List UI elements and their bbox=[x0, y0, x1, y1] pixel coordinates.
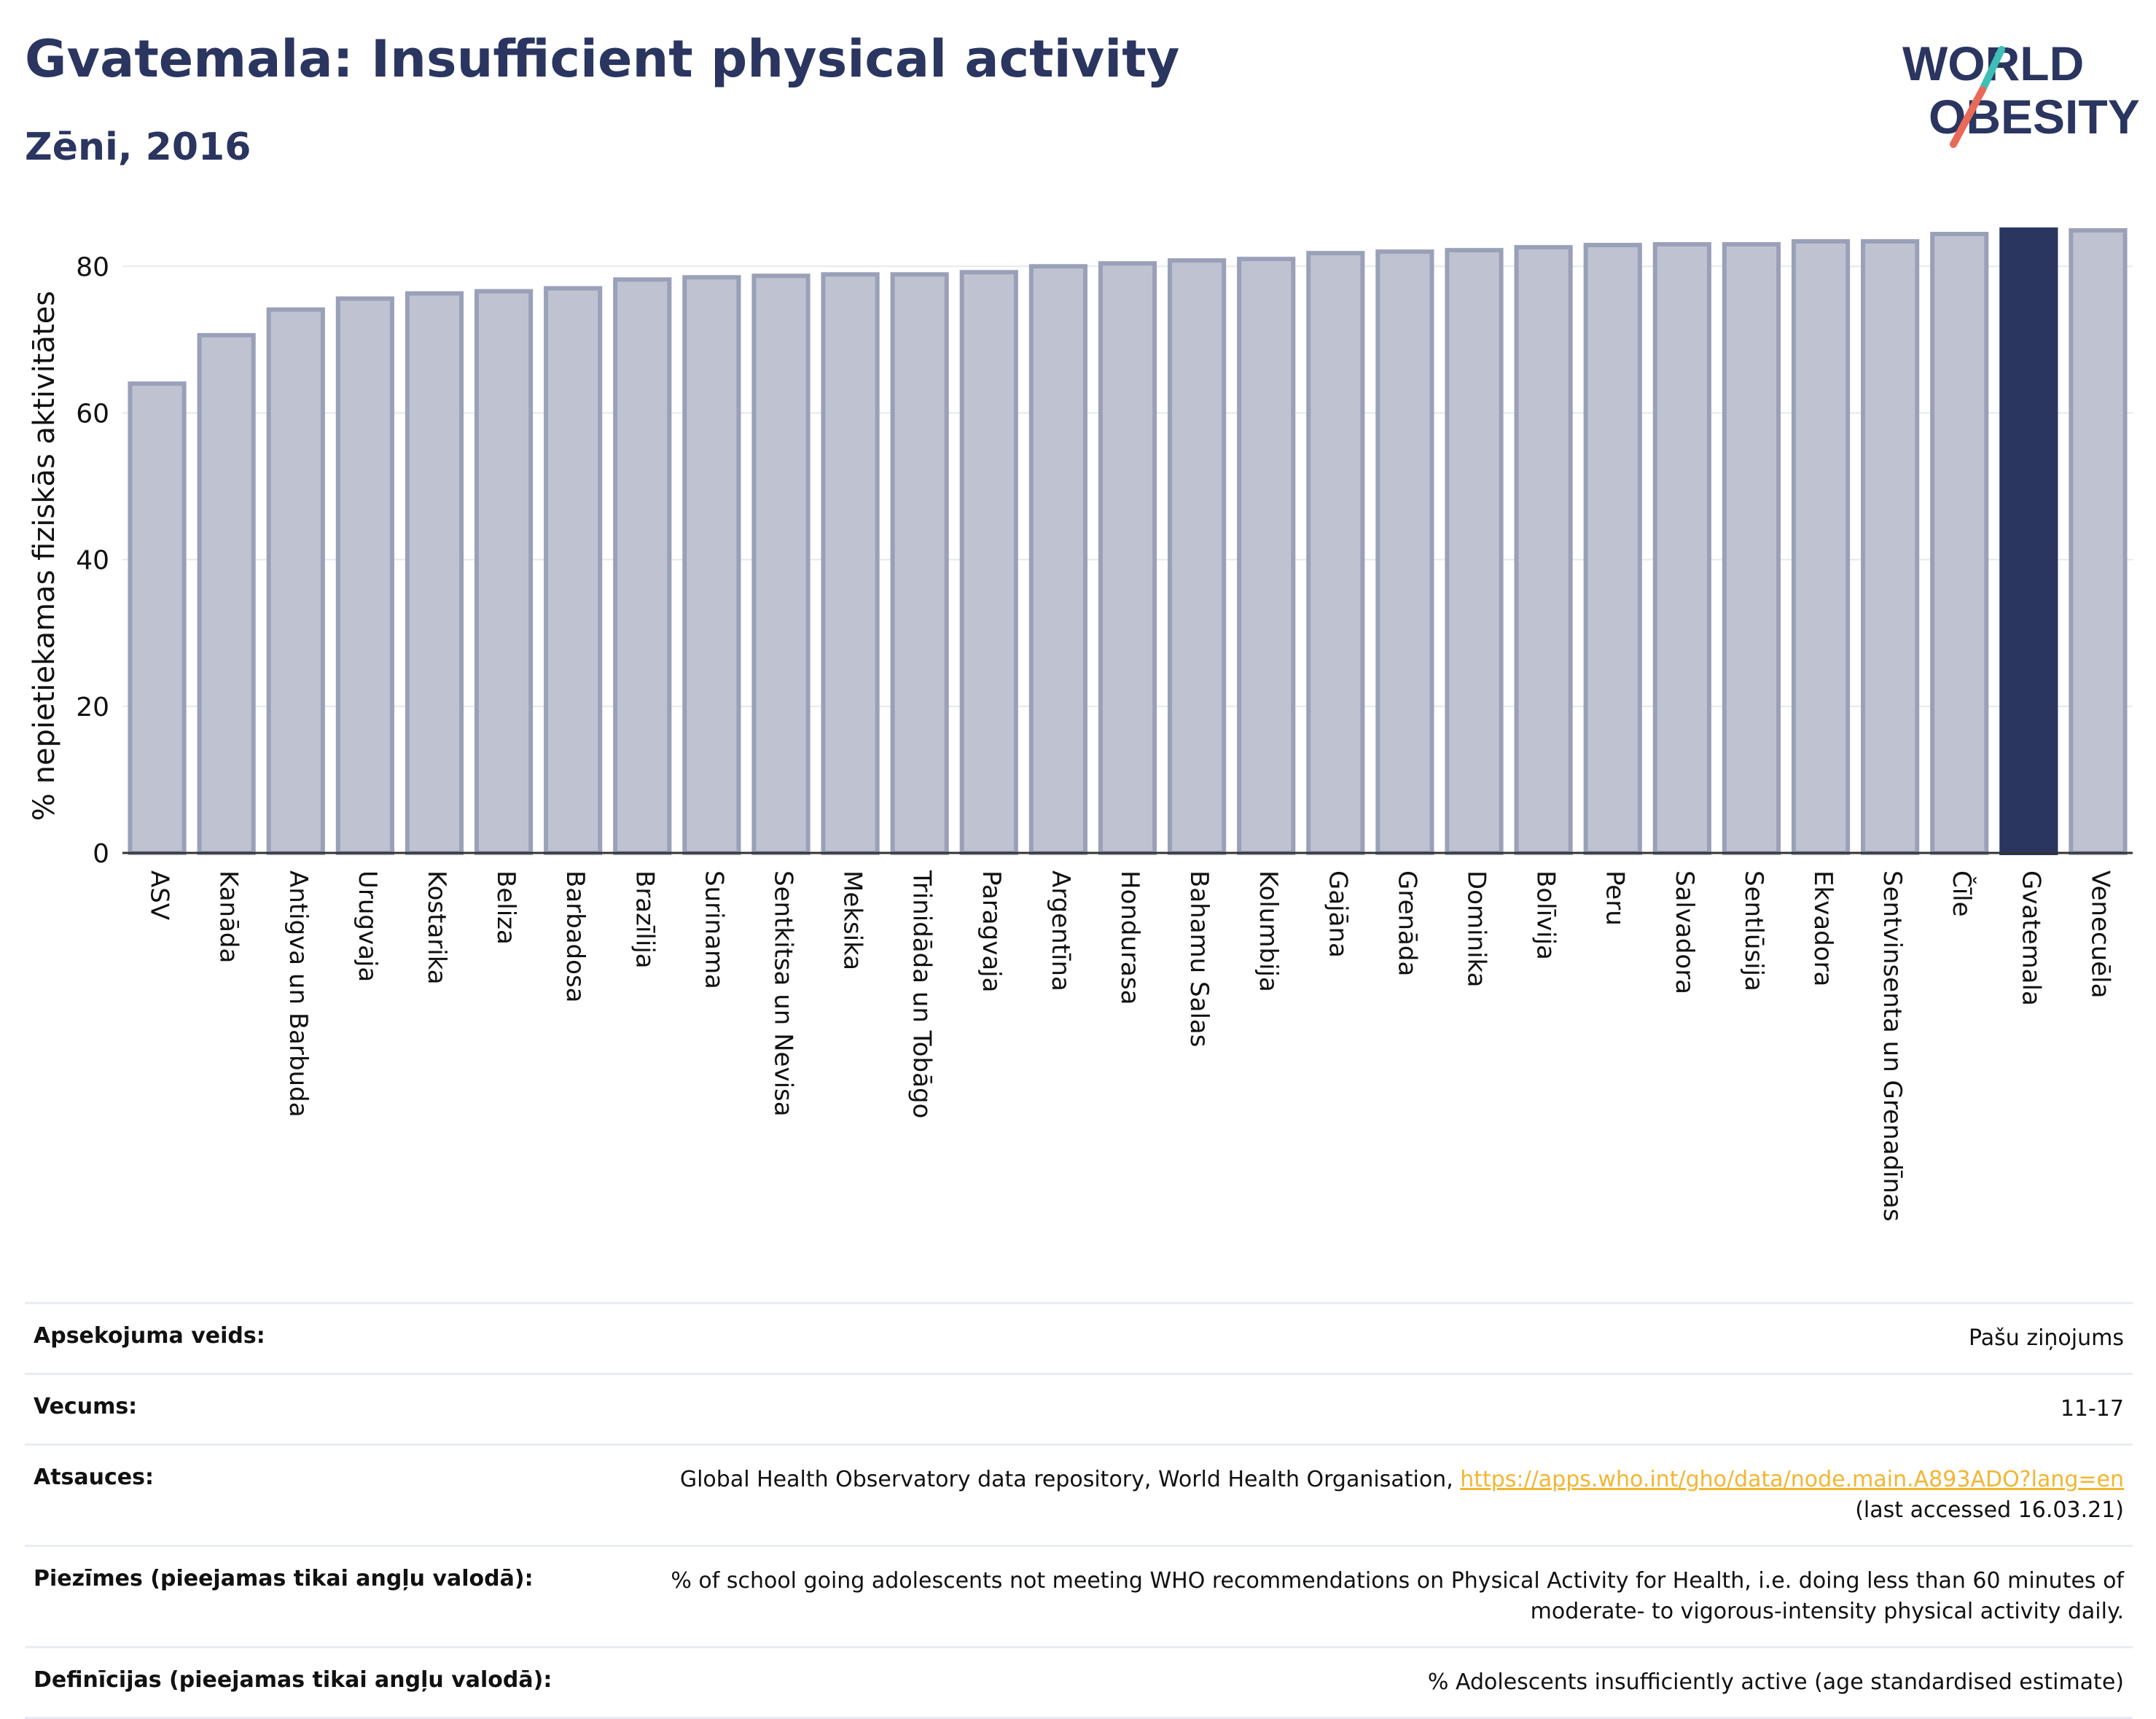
metadata-table: Apsekojuma veids: Pašu ziņojums Vecums: 11-… bbox=[25, 1302, 2133, 1719]
bar-beliza bbox=[474, 289, 534, 855]
x-tick-label: Beliza bbox=[491, 870, 520, 945]
x-tick-label: Salvadora bbox=[1670, 870, 1699, 994]
y-tick-label: 0 bbox=[93, 839, 109, 869]
bar-asv bbox=[128, 381, 187, 855]
y-tick-labels: 0 20 40 60 80 bbox=[76, 252, 109, 869]
bar-kolumbija bbox=[1237, 257, 1296, 855]
bar-barbadosa bbox=[544, 286, 603, 855]
metadata-label: Vecums: bbox=[34, 1394, 138, 1419]
x-tick-label: Grenāda bbox=[1392, 870, 1421, 976]
x-tick-label: ASV bbox=[145, 870, 174, 920]
bar-sentvinsenta-un-grenadīnas bbox=[1861, 239, 1920, 855]
x-tick-label: Kostarika bbox=[422, 870, 451, 985]
chart-subtitle: Zēni, 2016 bbox=[25, 125, 251, 169]
bar-ekvadora bbox=[1791, 239, 1851, 855]
logo-slash-red bbox=[1950, 86, 1986, 148]
source-link[interactable]: https://apps.who.int/gho/data/node.main.… bbox=[1460, 1467, 2124, 1492]
bar-paragvaja bbox=[959, 270, 1018, 855]
x-tick-label: Peru bbox=[1601, 870, 1630, 926]
bar-chart: 0 20 40 60 80 ASV Kanāda Antigva un Barbuda Uru… bbox=[28, 227, 2133, 1222]
logo-line2: OBESITY bbox=[1929, 90, 2140, 144]
chart-title: Gvatemala: Insufficient physical activit… bbox=[25, 29, 1180, 89]
bar-meksika bbox=[821, 272, 880, 855]
bar-gajāna bbox=[1306, 251, 1365, 855]
x-tick-label: Kanāda bbox=[214, 870, 243, 963]
bar-peru bbox=[1583, 243, 1642, 855]
metadata-value: Pašu ziņojums bbox=[1969, 1325, 2124, 1351]
x-tick-label: Paragvaja bbox=[977, 870, 1006, 992]
metadata-label: Apsekojuma veids: bbox=[34, 1323, 265, 1349]
x-tick-label: Ekvadora bbox=[1808, 870, 1837, 986]
metadata-row: Apsekojuma veids: Pašu ziņojums bbox=[25, 1302, 2133, 1373]
x-tick-label: Surinama bbox=[699, 870, 728, 989]
y-tick-label: 20 bbox=[76, 693, 109, 722]
bar-sentkitsa-un-nevisa bbox=[751, 273, 811, 855]
y-axis-label: % nepietiekamas fiziskās aktivitātes bbox=[28, 291, 61, 821]
bar-venecuēla bbox=[2069, 228, 2128, 856]
bar-surinama bbox=[682, 275, 741, 856]
bar-čīle bbox=[1930, 232, 1989, 856]
x-tick-label: Sentlūsija bbox=[1739, 870, 1768, 991]
bar-sentlūsija bbox=[1722, 242, 1781, 855]
metadata-value: % Adolescents insufficiently active (age… bbox=[1427, 1669, 2124, 1695]
x-tick-label: Kolumbija bbox=[1254, 870, 1283, 992]
metadata-row: Piezīmes (pieejamas tikai angļu valodā):… bbox=[25, 1545, 2133, 1646]
metadata-label: Piezīmes (pieejamas tikai angļu valodā): bbox=[34, 1566, 534, 1591]
logo-slash-teal bbox=[1979, 46, 2005, 93]
bar-kostarika bbox=[405, 291, 464, 855]
metadata-row: Definīcijas (pieejamas tikai angļu valod… bbox=[25, 1646, 2133, 1719]
bar-salvadora bbox=[1652, 242, 1711, 855]
bar-argentīna bbox=[1028, 264, 1087, 855]
x-tick-label: Čīle bbox=[1947, 870, 1977, 917]
x-tick-label: Gajāna bbox=[1323, 870, 1352, 958]
y-tick-label: 80 bbox=[76, 252, 109, 282]
y-tick-label: 60 bbox=[76, 399, 109, 429]
bar-bahamu-salas bbox=[1168, 258, 1227, 855]
x-tick-label: Meksika bbox=[838, 870, 867, 970]
x-tick-label: Brazīlija bbox=[630, 870, 659, 969]
bar-gvatemala bbox=[1999, 227, 2058, 855]
metadata-value: 11-17 bbox=[2060, 1396, 2124, 1422]
metadata-row: Vecums: 11-17 bbox=[25, 1373, 2133, 1443]
x-tick-label: Barbadosa bbox=[561, 870, 590, 1003]
metadata-row: Atsauces: Global Health Observatory data … bbox=[25, 1443, 2133, 1545]
x-tick-label: Argentīna bbox=[1046, 870, 1075, 991]
bar-antigva-un-barbuda bbox=[266, 307, 325, 855]
x-tick-label: Bahamu Salas bbox=[1184, 870, 1214, 1047]
bar-bolīvija bbox=[1514, 245, 1573, 855]
bar-dominika bbox=[1445, 248, 1504, 855]
x-tick-label: Dominika bbox=[1462, 870, 1491, 987]
bars bbox=[128, 227, 2128, 856]
metadata-label: Definīcijas (pieejamas tikai angļu valod… bbox=[34, 1667, 552, 1693]
x-tick-label: Trinidāda un Tobāgo bbox=[907, 870, 937, 1118]
y-tick-label: 40 bbox=[76, 546, 109, 576]
x-tick-label: Antigva un Barbuda bbox=[284, 870, 313, 1118]
x-tick-label: Urugvaja bbox=[353, 870, 382, 982]
x-tick-label: Gvatemala bbox=[2016, 870, 2045, 1006]
x-tick-labels: ASV Kanāda Antigva un Barbuda Urugvaja Kosta… bbox=[145, 870, 2115, 1222]
bar-brazīlija bbox=[613, 277, 672, 855]
bar-grenāda bbox=[1375, 249, 1434, 856]
bar-hondurasa bbox=[1098, 261, 1157, 856]
metadata-label: Atsauces: bbox=[34, 1465, 154, 1490]
x-tick-label: Hondurasa bbox=[1115, 870, 1144, 1005]
x-tick-label: Bolīvija bbox=[1531, 870, 1561, 960]
metadata-value: % of school going adolescents not meetin… bbox=[671, 1568, 2124, 1624]
world-obesity-logo: WORLD OBESITY bbox=[1902, 36, 2140, 148]
x-tick-label: Venecuēla bbox=[2085, 870, 2114, 998]
x-tick-label: Sentkitsa un Nevisa bbox=[768, 870, 797, 1117]
bar-kanāda bbox=[197, 332, 256, 855]
bar-trinidāda-un-tobāgo bbox=[890, 272, 949, 855]
x-tick-label: Sentvinsenta un Grenadīnas bbox=[1878, 870, 1907, 1222]
bar-urugvaja bbox=[335, 296, 394, 856]
metadata-value: Global Health Observatory data repositor… bbox=[679, 1467, 2124, 1523]
